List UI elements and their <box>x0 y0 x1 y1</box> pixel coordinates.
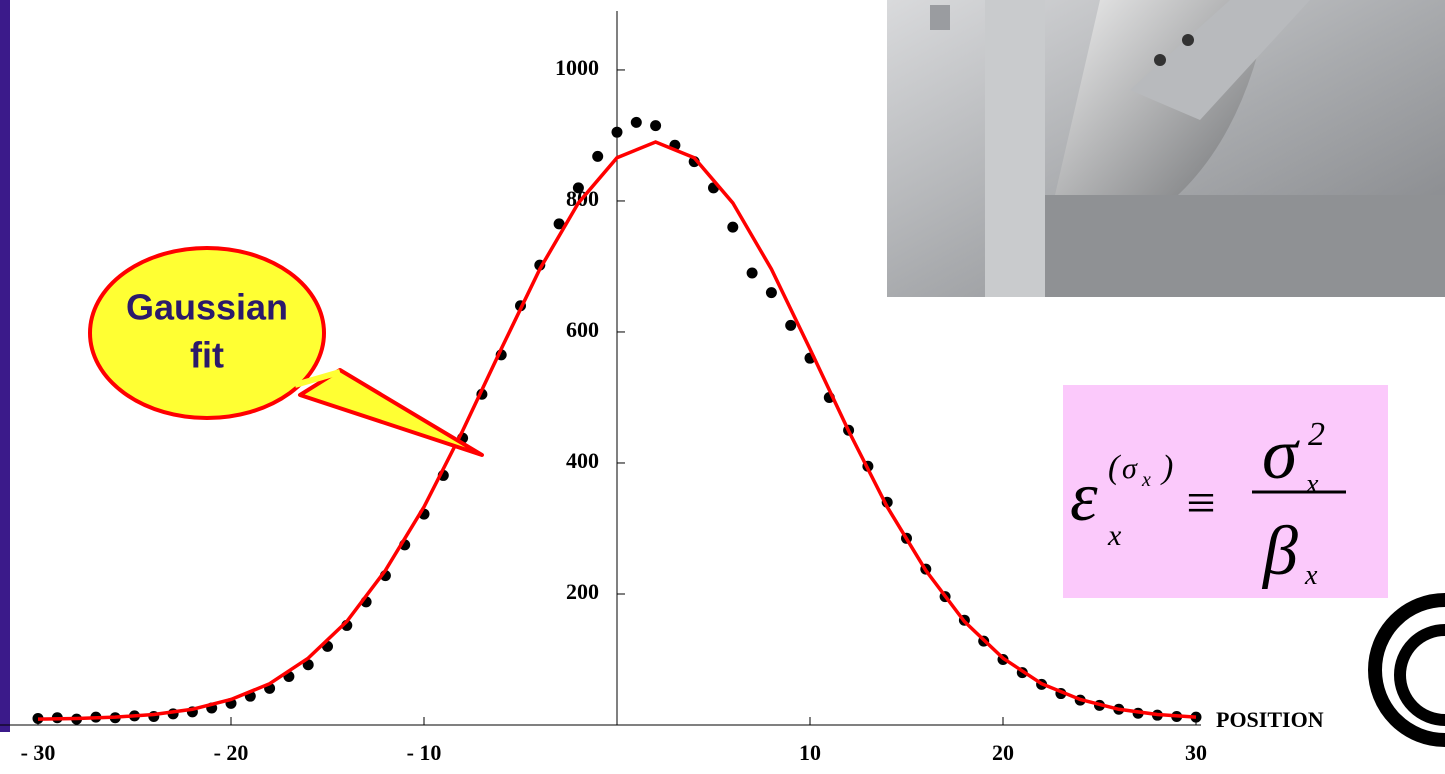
x-tick-label: - 10 <box>407 740 442 765</box>
y-tick-label: 600 <box>566 317 599 342</box>
formula-den: β <box>1261 513 1298 590</box>
data-point <box>746 267 758 279</box>
formula-num-sup: 2 <box>1308 416 1325 453</box>
formula-num-sub: x <box>1305 469 1319 500</box>
formula-sup-sub: x <box>1141 469 1151 491</box>
photo <box>887 0 1445 297</box>
x-tick-label: 20 <box>992 740 1014 765</box>
y-tick-label: 1000 <box>555 55 599 80</box>
formula-open: ( <box>1108 449 1122 486</box>
y-tick-label: 200 <box>566 579 599 604</box>
data-point <box>650 120 662 132</box>
data-point <box>592 150 604 162</box>
data-point <box>630 116 642 128</box>
callout-text: fit <box>190 335 224 376</box>
formula-close: ) <box>1160 449 1173 486</box>
data-point <box>727 221 739 233</box>
side-bar <box>0 0 10 732</box>
x-tick-label: 10 <box>799 740 821 765</box>
formula-equiv: ≡ <box>1183 475 1218 532</box>
data-point <box>765 287 777 299</box>
data-point <box>611 126 623 138</box>
callout-text: Gaussian <box>126 287 288 328</box>
formula-num: σ <box>1262 414 1300 494</box>
formula-eps: ε <box>1070 459 1098 536</box>
data-point <box>572 182 584 194</box>
data-point <box>785 319 797 331</box>
x-axis-label: POSITION <box>1216 707 1324 732</box>
logo <box>1368 593 1445 747</box>
formula-sup: σ <box>1122 452 1138 485</box>
y-tick-label: 400 <box>566 448 599 473</box>
x-tick-label: - 20 <box>214 740 249 765</box>
x-tick-label: - 30 <box>21 740 56 765</box>
fit-line <box>37 140 1197 721</box>
x-tick-label: 30 <box>1185 740 1207 765</box>
formula-den-sub: x <box>1304 560 1318 591</box>
formula-eps-sub: x <box>1107 519 1122 552</box>
callout <box>88 246 484 457</box>
data-point <box>553 218 565 230</box>
